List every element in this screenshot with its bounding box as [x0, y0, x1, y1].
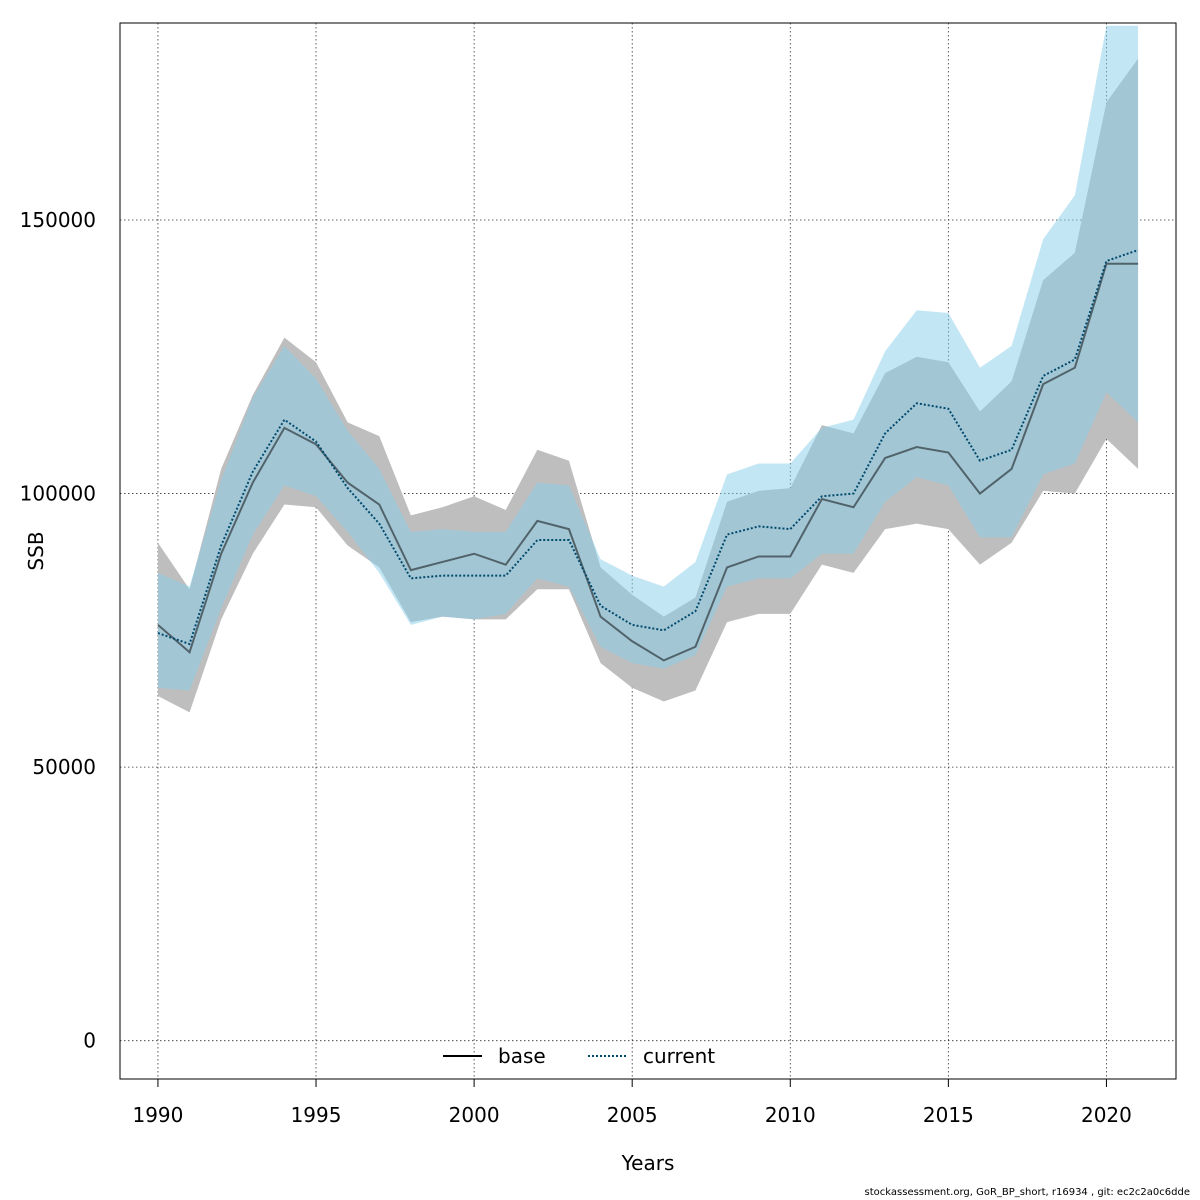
- current-line: [157, 249, 1139, 646]
- y-tick-label-100000: 100000: [20, 482, 96, 506]
- x-tick-label-2015: 2015: [923, 1103, 974, 1127]
- legend: base current: [443, 1044, 715, 1068]
- footer-credit: stockassessment.org, GoR_BP_short, r1693…: [864, 1187, 1190, 1198]
- current-confidence-band: [157, 25, 1139, 691]
- x-tick-label-1995: 1995: [291, 1103, 342, 1127]
- legend-label-base: base: [498, 1044, 546, 1068]
- legend-label-current: current: [643, 1044, 715, 1068]
- series-lines: [157, 249, 1139, 662]
- axes: 1990 1995 2000 2005 2010 2015 2020 0 50000 100000…: [20, 208, 1132, 1127]
- y-tick-label-0: 0: [83, 1029, 96, 1053]
- x-tick-label-2020: 2020: [1081, 1103, 1132, 1127]
- x-tick-label-1990: 1990: [132, 1103, 183, 1127]
- y-axis-title: SSB: [24, 531, 48, 570]
- x-axis-title: Years: [621, 1151, 675, 1175]
- x-tick-label-2010: 2010: [765, 1103, 816, 1127]
- y-tick-label-50000: 50000: [32, 755, 96, 779]
- base-line: [157, 262, 1139, 662]
- confidence-bands: [157, 25, 1139, 713]
- y-tick-label-150000: 150000: [20, 208, 96, 232]
- x-tick-label-2000: 2000: [449, 1103, 500, 1127]
- plot-frame: [119, 22, 1177, 1080]
- x-tick-label-2005: 2005: [607, 1103, 658, 1127]
- plot-area: [120, 23, 1176, 1079]
